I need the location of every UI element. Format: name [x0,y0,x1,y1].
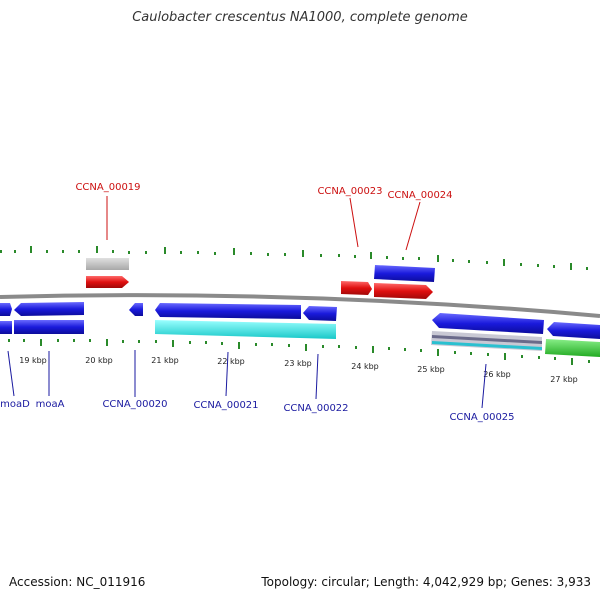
top-gene-labels: CCNA_00019 CCNA_00023 CCNA_00024 [75,182,453,251]
ruler-label: 23 kbp [284,359,312,368]
ruler-label: 20 kbp [85,356,113,365]
feature-blue-right [547,322,600,339]
ruler-label: 24 kbp [351,362,379,371]
bottom-gene-labels: moaD moaA CCNA_00020 CCNA_00021 CCNA_000… [0,350,515,423]
ruler-label: 21 kbp [151,356,179,365]
feature-blue-moaa [14,302,84,316]
feature-cyan-ccna-00021 [155,320,336,339]
inner-tick-ruler [8,339,590,365]
feature-blue-moaa-lower [14,320,84,334]
gene-label-bottom[interactable]: CCNA_00021 [193,400,258,411]
ruler-label: 26 kbp [483,370,511,379]
gene-label-top[interactable]: CCNA_00024 [387,190,452,201]
ruler-label: 19 kbp [19,356,47,365]
gene-label-bottom[interactable]: moaA [36,399,65,410]
feature-blue-ccna-00020 [129,303,143,316]
ruler-label: 25 kbp [417,365,445,374]
feature-green-right [545,339,600,357]
bottom-strand-features [0,302,600,357]
feature-blue-ccna-00024 [374,265,435,282]
ruler-label: 27 kbp [550,375,578,384]
top-strand-features [86,258,435,299]
genome-summary: Topology: circular; Length: 4,042,929 bp… [261,575,591,589]
outer-tick-ruler [0,246,588,270]
gene-label-bottom[interactable]: CCNA_00025 [449,412,514,423]
feature-blue-ccna-00021 [155,303,301,319]
gene-label-bottom[interactable]: moaD [0,399,30,410]
gene-label-top[interactable]: CCNA_00019 [75,182,140,193]
feature-blue-moad-lower [0,321,12,334]
gene-label-bottom[interactable]: CCNA_00022 [283,403,348,414]
feature-gray-top [86,258,129,270]
ruler-label: 22 kbp [217,357,245,366]
feature-red-ccna-00024 [374,283,433,299]
map-title: Caulobacter crescentus NA1000, complete … [132,10,468,25]
feature-red-ccna-00019 [86,276,129,288]
gene-label-bottom[interactable]: CCNA_00020 [102,399,167,410]
accession-label: Accession: NC_011916 [9,575,146,589]
feature-red-ccna-00023 [341,281,372,295]
gene-label-top[interactable]: CCNA_00023 [317,186,382,197]
feature-blue-ccna-00022 [303,306,337,321]
feature-blue-ccna-00025 [432,313,544,334]
feature-blue-moad [0,303,12,316]
genome-backbone [0,293,600,318]
